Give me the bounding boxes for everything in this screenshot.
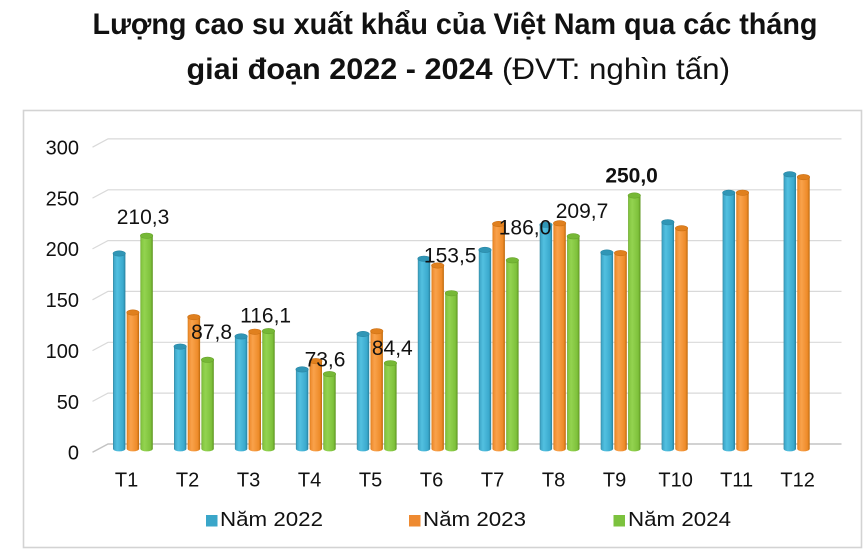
svg-text:73,6: 73,6: [305, 349, 346, 372]
svg-text:Lượng cao su xuất khẩu của Việ: Lượng cao su xuất khẩu của Việt Nam qua …: [93, 8, 818, 41]
svg-text:84,4: 84,4: [372, 337, 413, 360]
svg-text:Năm 2024: Năm 2024: [628, 509, 731, 531]
svg-text:T7: T7: [481, 470, 504, 492]
svg-text:T12: T12: [780, 470, 814, 492]
svg-text:Năm 2022: Năm 2022: [220, 509, 323, 531]
svg-text:T3: T3: [237, 470, 260, 492]
svg-text:150: 150: [46, 290, 79, 312]
svg-text:Năm 2023: Năm 2023: [423, 509, 526, 531]
svg-text:giai đoạn 2022 - 2024(ĐVT: ngh: giai đoạn 2022 - 2024 (ĐVT: nghìn tấn): [187, 53, 731, 86]
svg-text:T4: T4: [298, 470, 321, 492]
svg-text:210,3: 210,3: [117, 206, 170, 229]
svg-text:T2: T2: [176, 470, 199, 492]
svg-text:T5: T5: [359, 470, 382, 492]
svg-text:50: 50: [57, 392, 79, 414]
svg-text:T6: T6: [420, 470, 443, 492]
svg-text:87,8: 87,8: [191, 321, 232, 344]
svg-text:T1: T1: [115, 470, 138, 492]
svg-text:116,1: 116,1: [240, 305, 291, 328]
svg-text:T11: T11: [720, 470, 753, 492]
svg-text:153,5: 153,5: [424, 245, 477, 268]
svg-text:250,0: 250,0: [605, 165, 658, 188]
svg-text:T10: T10: [658, 470, 692, 492]
svg-text:250: 250: [46, 188, 79, 210]
svg-text:200: 200: [46, 239, 79, 261]
svg-text:T9: T9: [603, 470, 626, 492]
svg-text:209,7: 209,7: [556, 200, 609, 223]
svg-text:186,0: 186,0: [499, 217, 552, 240]
svg-text:300: 300: [46, 138, 79, 160]
svg-text:0: 0: [68, 443, 79, 465]
svg-text:100: 100: [46, 341, 79, 363]
svg-text:T8: T8: [542, 470, 565, 492]
